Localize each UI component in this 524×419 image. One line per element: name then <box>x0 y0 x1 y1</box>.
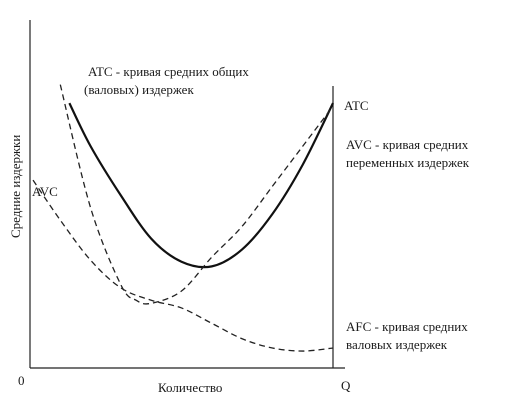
avc-end-label: AVC <box>32 184 58 199</box>
afc-description-line-1: AFC - кривая средних <box>346 319 468 334</box>
x-end-label: Q <box>341 378 351 393</box>
afc-curve <box>32 179 334 352</box>
origin-label: 0 <box>18 373 25 388</box>
atc-description-line-2: (валовых) издержек <box>84 82 194 97</box>
y-axis-label: Средние издержки <box>8 135 23 238</box>
atc-curve <box>68 102 334 269</box>
afc-description-line-2: валовых издержек <box>346 337 448 352</box>
axes <box>29 20 345 369</box>
avc-curve <box>59 84 334 305</box>
curves <box>32 84 334 352</box>
avc-description-line-1: AVC - кривая средних <box>346 137 469 152</box>
atc-description-line-1: ATC - кривая средних общих <box>88 64 249 79</box>
x-axis-label: Количество <box>158 380 222 395</box>
atc-end-label: ATC <box>344 98 369 113</box>
avc-description-line-2: переменных издержек <box>346 155 470 170</box>
